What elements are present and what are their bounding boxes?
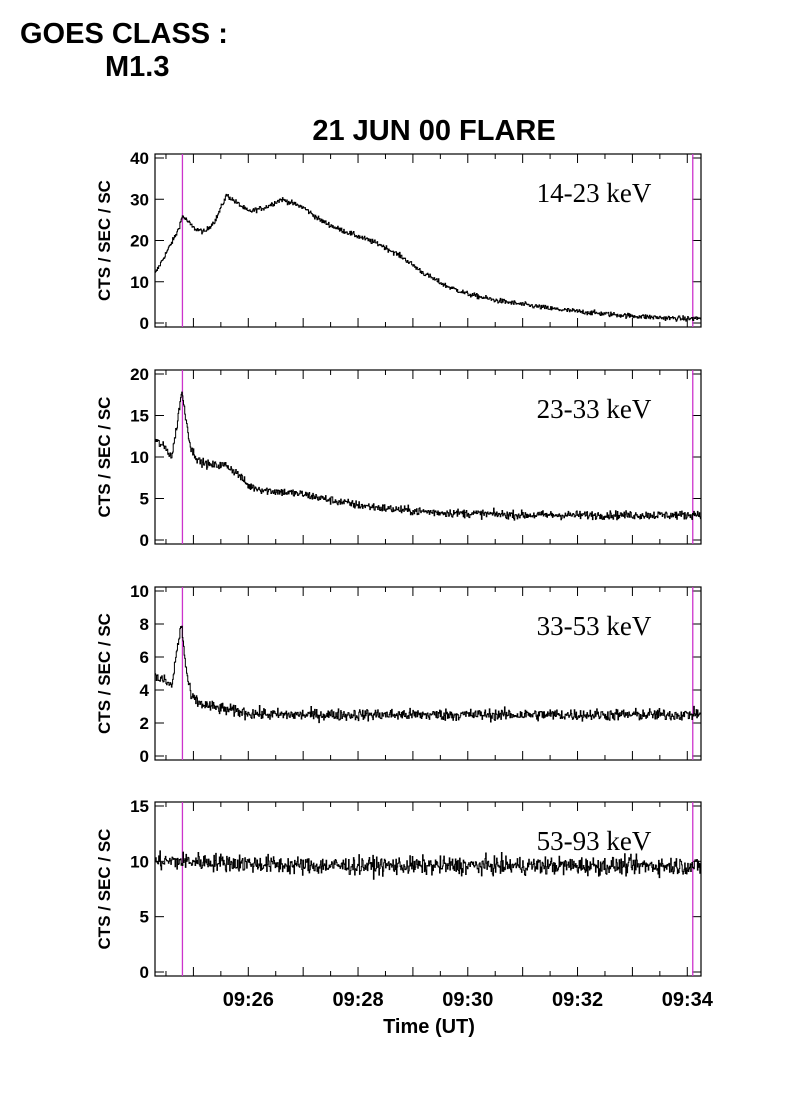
goes-class-label: GOES CLASS : M1.3 (20, 18, 228, 84)
energy-band-label: 53-93 keV (537, 826, 652, 856)
y-tick-label: 5 (140, 908, 149, 927)
x-tick-label: 09:34 (662, 989, 714, 1011)
panel-1: 0 10 20 30 40 CTS / SEC / SC 14-23 keV (95, 149, 702, 333)
panel-frame (154, 801, 702, 977)
y-axis-label: CTS / SEC / SC (95, 613, 114, 734)
y-tick-label: 0 (140, 963, 149, 982)
panel-4: 0 5 10 15 CTS / SEC / SC 53-93 keV (95, 797, 702, 982)
x-tick-label: 09:32 (552, 989, 603, 1011)
y-tick-label: 15 (130, 797, 149, 816)
panel-2: 0 5 10 15 20 CTS / SEC / SC 23-33 keV (95, 365, 702, 550)
goes-class-value: M1.3 (105, 51, 170, 83)
x-tick-label: 09:28 (332, 989, 383, 1011)
x-axis-label: Time (UT) (383, 1016, 475, 1038)
y-tick-label: 4 (140, 681, 150, 700)
y-tick-label: 10 (130, 273, 149, 292)
y-axis-label: CTS / SEC / SC (95, 180, 114, 301)
y-tick-label: 30 (130, 190, 149, 209)
y-tick-label: 15 (130, 407, 149, 426)
y-axis-label: CTS / SEC / SC (95, 829, 114, 950)
series-line (155, 625, 702, 724)
y-tick-label: 0 (140, 314, 149, 333)
y-tick-label: 40 (130, 149, 149, 168)
y-tick-label: 20 (130, 365, 149, 384)
energy-band-label: 23-33 keV (537, 394, 652, 424)
y-tick-label: 5 (140, 490, 149, 509)
y-tick-label: 10 (130, 852, 149, 871)
x-axis-tick-labels: 09:26 09:28 09:30 09:32 09:34 (223, 989, 714, 1011)
y-tick-label: 10 (130, 448, 149, 467)
y-axis-label: CTS / SEC / SC (95, 397, 114, 518)
y-tick-label: 0 (140, 747, 149, 766)
energy-band-label: 14-23 keV (537, 178, 652, 208)
y-tick-label: 10 (130, 582, 149, 601)
y-tick-label: 20 (130, 232, 149, 251)
series-line (155, 193, 702, 322)
series-line (155, 391, 702, 521)
y-tick-label: 8 (140, 615, 149, 634)
y-tick-label: 0 (140, 531, 149, 550)
y-tick-label: 6 (140, 648, 149, 667)
x-tick-label: 09:26 (223, 989, 274, 1011)
panel-3: 0 2 4 6 8 10 CTS / SEC / SC 33-53 keV (95, 582, 702, 766)
goes-class-title: GOES CLASS : (20, 18, 228, 50)
series-line (155, 850, 702, 880)
y-tick-label: 2 (140, 714, 149, 733)
x-tick-label: 09:30 (442, 989, 493, 1011)
energy-band-label: 33-53 keV (537, 611, 652, 641)
chart-title: 21 JUN 00 FLARE (312, 115, 555, 147)
